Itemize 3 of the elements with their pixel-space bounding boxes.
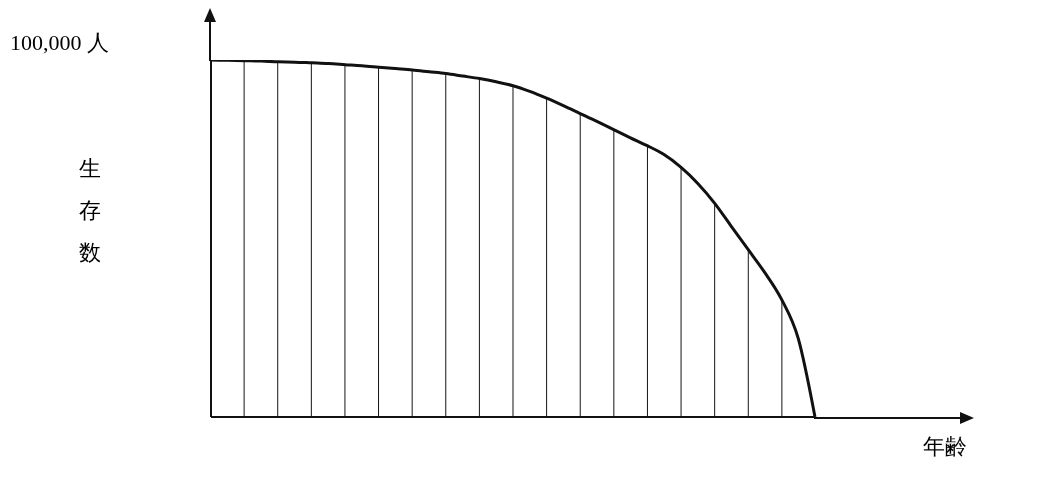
text: 100,000 人 [10, 29, 109, 57]
y-axis-title: 生存数 [78, 155, 102, 267]
x-axis-title: 年齢 [923, 433, 967, 461]
